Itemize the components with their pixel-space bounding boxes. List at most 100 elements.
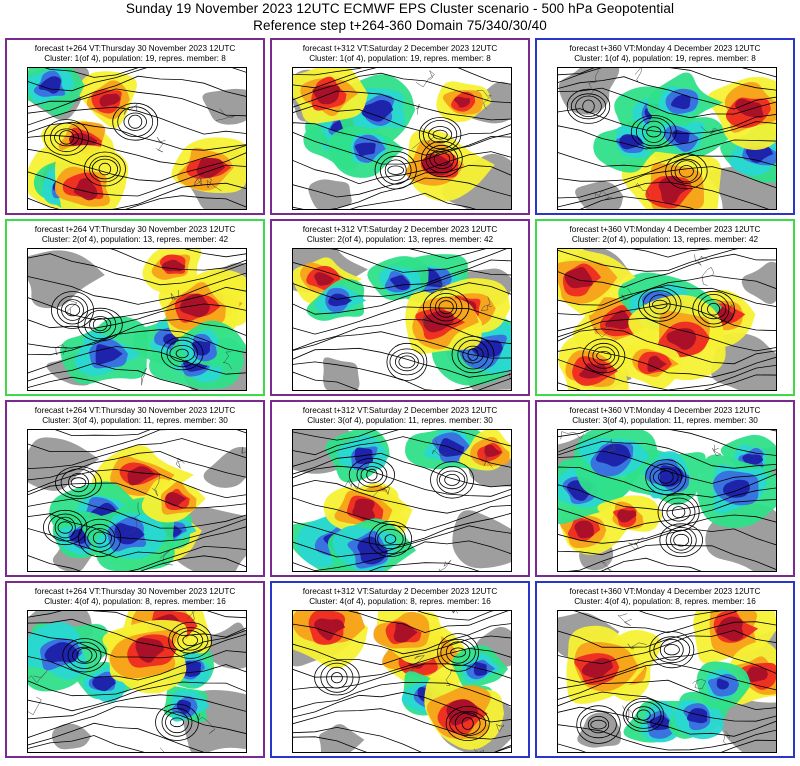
contour-line: [293, 647, 511, 678]
negative-anomaly: [92, 676, 116, 692]
contour-line: [558, 484, 776, 512]
contour-line: [28, 706, 246, 739]
geopotential-contours: [558, 249, 776, 390]
contour-ring: [437, 633, 480, 672]
contour-ring: [128, 114, 143, 129]
contour-line: [368, 562, 480, 571]
panel-forecast-time: forecast t+312 VT:Saturday 2 December 20…: [302, 406, 498, 415]
contour-ring: [77, 307, 123, 342]
panel-cluster4-t264: forecast t+264 VT:Thursday 30 November 2…: [5, 581, 265, 758]
land-mass: [577, 712, 622, 748]
contour-ring: [435, 296, 458, 318]
contour-ring: [55, 466, 102, 500]
contour-ring: [84, 309, 117, 340]
contour-ring: [457, 339, 489, 370]
contour-ring: [566, 88, 611, 124]
contour-ring: [678, 165, 694, 178]
map-canvas: [293, 68, 511, 209]
contour-ring: [451, 335, 495, 374]
coastline: [483, 454, 493, 468]
panel-cluster-info: Cluster: 2(of 4), population: 13, repres…: [571, 235, 759, 244]
contour-line: [558, 724, 776, 751]
contour-ring: [77, 518, 122, 558]
contour-line: [558, 430, 776, 456]
map-canvas: [293, 611, 511, 752]
contour-line: [293, 331, 511, 359]
contour-line: [558, 317, 776, 352]
contour-ring: [423, 119, 458, 150]
negative-anomaly: [745, 146, 774, 163]
contour-line: [28, 329, 246, 356]
geopotential-contours: [293, 430, 511, 571]
panel-forecast-time: forecast t+360 VT:Monday 4 December 2023…: [569, 406, 761, 415]
contour-ring: [320, 662, 354, 693]
contour-ring: [630, 115, 677, 149]
panel-cluster-info: Cluster: 2(of 4), population: 13, repres…: [306, 235, 494, 244]
positive-anomaly: [127, 466, 156, 486]
positive-anomaly: [716, 616, 744, 642]
coastline: [141, 367, 147, 386]
negative-anomaly: [328, 293, 353, 307]
contour-line: [28, 286, 246, 321]
contour-line: [558, 662, 776, 691]
panel-forecast-time: forecast t+360 VT:Monday 4 December 2023…: [569, 587, 761, 596]
coastline: [627, 536, 644, 550]
panel-cluster-info: Cluster: 1(of 4), population: 19, repres…: [574, 54, 756, 63]
contour-ring: [665, 153, 708, 190]
contour-ring: [92, 531, 107, 545]
coastline: [28, 696, 42, 716]
coastline: [606, 438, 616, 452]
contour-line: [28, 545, 246, 571]
contour-line: [558, 303, 776, 332]
coastline: [464, 349, 485, 366]
coastline: [431, 439, 448, 457]
contour-line: [28, 482, 246, 509]
contour-line: [579, 196, 695, 209]
contour-ring: [50, 291, 95, 329]
geopotential-contours: [28, 611, 246, 752]
coastline: [627, 642, 647, 649]
contour-line: [558, 139, 776, 168]
map-canvas: [293, 249, 511, 390]
contour-ring: [440, 638, 476, 667]
anomaly-shading: [28, 611, 215, 723]
contour-line: [293, 371, 511, 390]
land-mass: [323, 357, 360, 390]
contour-ring: [76, 647, 93, 663]
contour-line: [28, 650, 246, 681]
positive-anomaly: [135, 637, 165, 663]
contour-ring: [582, 338, 626, 374]
contour-line: [293, 104, 511, 140]
positive-anomaly: [352, 498, 375, 521]
land-mass: [203, 447, 246, 488]
negative-anomaly: [686, 708, 708, 724]
panel-forecast-time: forecast t+264 VT:Thursday 30 November 2…: [34, 225, 236, 234]
contour-line: [140, 555, 246, 571]
panel-forecast-time: forecast t+312 VT:Saturday 2 December 20…: [302, 44, 498, 53]
contour-ring: [384, 534, 397, 544]
contour-ring: [707, 302, 721, 316]
contour-line: [329, 249, 507, 273]
contour-ring: [387, 165, 404, 175]
negative-anomaly: [595, 443, 631, 467]
panel-cluster-info: Cluster: 3(of 4), population: 11, repres…: [572, 416, 758, 425]
anomaly-shading: [558, 430, 776, 555]
contour-ring: [368, 521, 413, 558]
contour-ring: [642, 120, 666, 143]
panel-grid: forecast t+264 VT:Thursday 30 November 2…: [0, 36, 800, 766]
contour-line: [293, 436, 511, 468]
contour-line: [558, 181, 770, 209]
contour-ring: [590, 719, 607, 730]
contour-line: [558, 629, 776, 665]
anomaly-shading: [293, 68, 495, 202]
contour-ring: [642, 290, 677, 319]
positive-anomaly: [393, 622, 418, 643]
positive-anomaly: [99, 93, 121, 107]
contour-ring: [326, 666, 348, 689]
contour-line: [293, 682, 511, 710]
panel-cluster-info: Cluster: 2(of 4), population: 13, repres…: [41, 235, 229, 244]
contour-line: [293, 177, 511, 209]
contour-line: [558, 275, 776, 306]
contour-line: [55, 430, 151, 437]
coastline: [197, 713, 216, 735]
